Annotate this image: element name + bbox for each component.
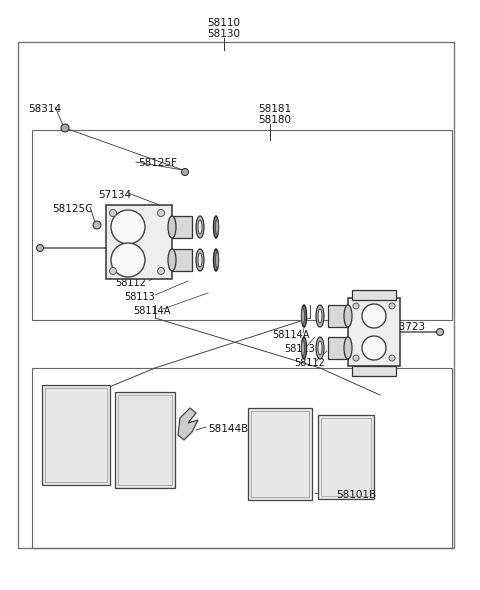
Ellipse shape <box>214 249 218 271</box>
Text: 58144B: 58144B <box>208 424 248 434</box>
Bar <box>328 337 348 359</box>
Circle shape <box>109 209 117 217</box>
Text: 58112: 58112 <box>115 278 146 288</box>
Ellipse shape <box>318 309 322 323</box>
Bar <box>118 395 172 485</box>
Circle shape <box>436 329 444 336</box>
Text: 43723: 43723 <box>392 322 425 332</box>
Circle shape <box>353 303 359 309</box>
Text: 58125F: 58125F <box>138 158 177 168</box>
Ellipse shape <box>316 337 324 359</box>
Circle shape <box>157 267 165 274</box>
Circle shape <box>389 355 395 361</box>
Bar <box>32 368 452 548</box>
Bar <box>318 415 374 499</box>
Text: 58180: 58180 <box>258 115 291 125</box>
Ellipse shape <box>196 249 204 271</box>
Bar <box>348 298 400 366</box>
Polygon shape <box>178 408 198 440</box>
Text: 58114A: 58114A <box>133 306 170 316</box>
Bar <box>45 388 107 482</box>
Bar <box>248 408 312 500</box>
Ellipse shape <box>316 305 324 327</box>
Text: 58113: 58113 <box>124 292 155 302</box>
Circle shape <box>353 355 359 361</box>
Bar <box>172 216 192 238</box>
Circle shape <box>93 221 101 229</box>
Bar <box>321 418 371 496</box>
Ellipse shape <box>216 252 218 268</box>
Circle shape <box>181 169 189 175</box>
Circle shape <box>36 244 44 251</box>
Ellipse shape <box>344 337 352 359</box>
Text: 58110: 58110 <box>207 18 240 28</box>
Bar <box>251 411 309 497</box>
Ellipse shape <box>214 216 218 238</box>
Ellipse shape <box>301 340 304 356</box>
Ellipse shape <box>168 216 176 238</box>
Circle shape <box>61 124 69 132</box>
Ellipse shape <box>168 249 176 271</box>
Circle shape <box>157 209 165 217</box>
Text: 58130: 58130 <box>207 29 240 39</box>
Ellipse shape <box>301 308 304 324</box>
Circle shape <box>111 243 145 277</box>
Bar <box>352 290 396 300</box>
Ellipse shape <box>198 220 202 234</box>
Ellipse shape <box>301 337 307 359</box>
Text: 58314: 58314 <box>28 104 61 114</box>
Text: 58114A: 58114A <box>272 330 310 340</box>
Ellipse shape <box>198 253 202 267</box>
Circle shape <box>111 210 145 244</box>
Text: 58113: 58113 <box>284 344 315 354</box>
Bar <box>32 130 452 320</box>
Bar <box>42 385 110 485</box>
Bar <box>106 205 172 279</box>
Circle shape <box>109 267 117 274</box>
Bar <box>328 305 348 327</box>
Circle shape <box>389 303 395 309</box>
Bar <box>115 392 175 488</box>
Circle shape <box>362 304 386 328</box>
Bar <box>18 42 454 548</box>
Ellipse shape <box>344 305 352 327</box>
Ellipse shape <box>318 341 322 355</box>
Bar <box>352 366 396 376</box>
Circle shape <box>362 336 386 360</box>
Ellipse shape <box>216 219 218 235</box>
Ellipse shape <box>301 305 307 327</box>
Text: 58181: 58181 <box>258 104 291 114</box>
Text: 57134: 57134 <box>98 190 131 200</box>
Bar <box>172 249 192 271</box>
Text: 58125C: 58125C <box>52 204 93 214</box>
Ellipse shape <box>196 216 204 238</box>
Text: 58112: 58112 <box>294 358 325 368</box>
Text: 58101B: 58101B <box>336 490 376 500</box>
